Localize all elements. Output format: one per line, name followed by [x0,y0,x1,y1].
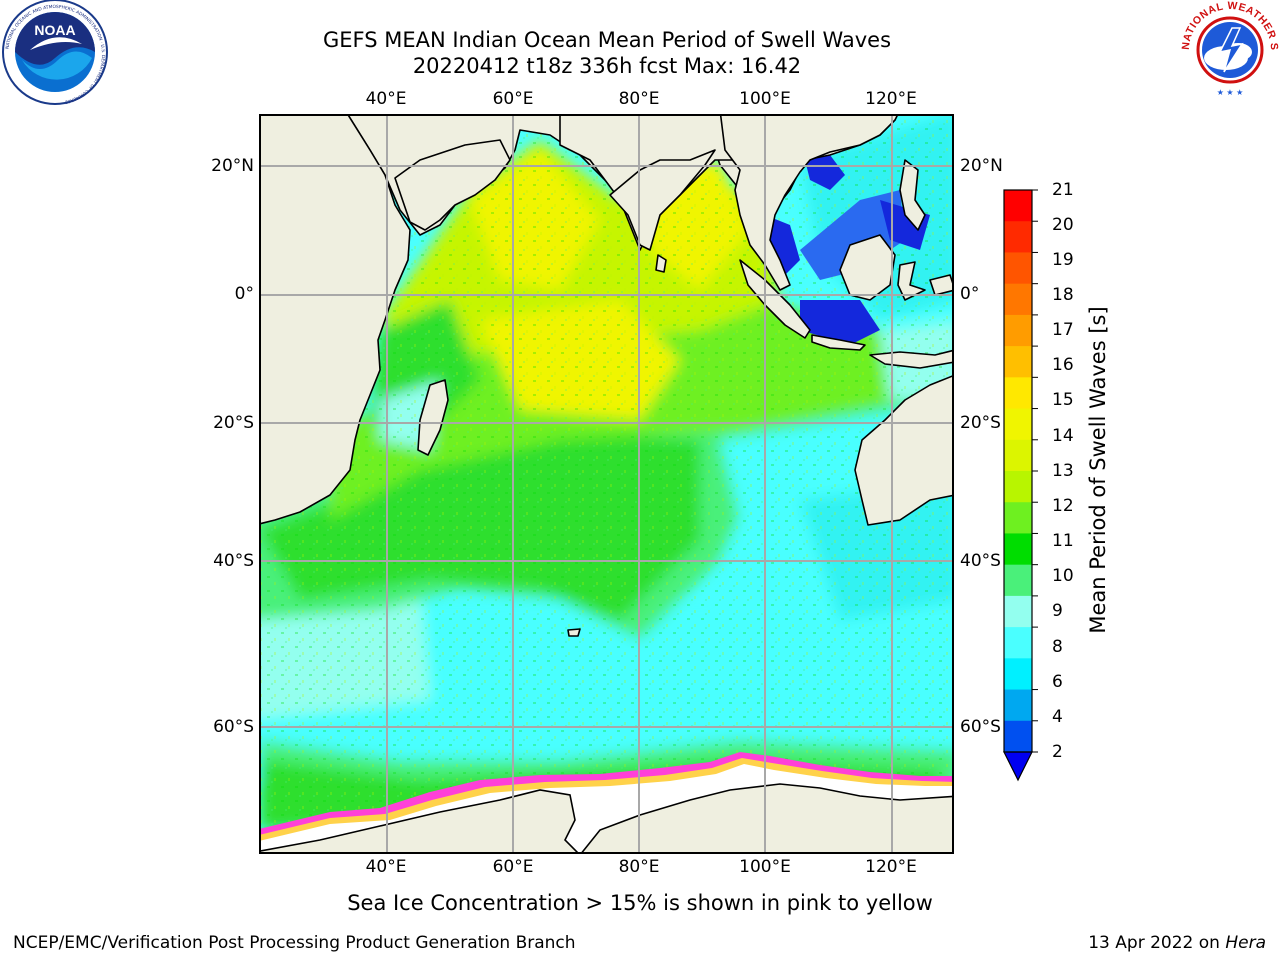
land-philippines [899,159,926,231]
lon-label-bottom-60e: 60°E [492,857,534,877]
colorbar-bin [1004,720,1032,753]
colorbar-tick-21: 21 [1052,180,1074,200]
lon-label-bottom-120e: 120°E [865,857,917,877]
date-text: 13 Apr 2022 on [1088,933,1220,953]
land-borneo [839,234,896,301]
lon-label-bottom-80e: 80°E [618,857,660,877]
colorbar-bin [1004,564,1032,597]
chart-title: GEFS MEAN Indian Ocean Mean Period of Sw… [322,28,892,52]
credit-line: NCEP/EMC/Verification Post Processing Pr… [13,933,576,953]
colorbar-tick-14: 14 [1052,426,1074,446]
land-australia [854,374,953,526]
lat-label-left-40s: 40°S [213,551,254,571]
chart-subtitle: 20220412 t18z 336h fcst Max: 16.42 [412,54,802,78]
colorbar-tick-4: 4 [1052,707,1063,727]
colorbar-tick-12: 12 [1052,496,1074,516]
colorbar-bin [1004,689,1032,722]
colorbar-tick-6: 6 [1052,672,1063,692]
land-kerguelen [567,628,581,637]
lat-label-right-40s: 40°S [960,551,1001,571]
colorbar-bin [1004,283,1032,316]
lon-label-bottom-40e: 40°E [365,857,407,877]
land-sulawesi [897,261,926,301]
land-sumatra [739,259,811,339]
gulf-tonkin-blue [805,155,845,190]
lon-label-top-120e: 120°E [865,89,917,109]
lat-label-right-0: 0° [960,284,980,304]
lat-label-left-20n: 20°N [211,156,254,176]
lon-label-top-100e: 100°E [739,89,791,109]
colorbar-tick-15: 15 [1052,390,1074,410]
colorbar-tick-8: 8 [1052,637,1063,657]
colorbar-bin [1004,471,1032,503]
map-field [260,115,953,853]
lat-label-left-20s: 20°S [213,413,254,433]
colorbar-tick-16: 16 [1052,355,1074,375]
noaa-logo-text: NOAA [34,22,75,38]
colorbar-tick-19: 19 [1052,250,1074,270]
date-stamp: 13 Apr 2022 on Hera [1088,932,1266,954]
colorbar-tick-11: 11 [1052,531,1074,551]
colorbar-bin [1004,190,1032,222]
lon-label-bottom-100e: 100°E [739,857,791,877]
colorbar-bin [1004,408,1032,441]
colorbar-bin [1004,533,1032,566]
noaa-logo: NOAA NATIONAL OCEANIC AND ATMOSPHERIC AD… [2,0,108,105]
land-madagascar [417,379,449,456]
colorbar-extend-arrow [1003,751,1033,782]
java-sea-blue [800,300,880,345]
land-lesser-sunda [869,349,953,369]
colorbar-bin [1004,221,1032,253]
land-sri-lanka [655,254,667,273]
colorbar-tick-13: 13 [1052,461,1074,481]
lat-label-right-60s: 60°S [960,717,1001,737]
lat-label-right-20n: 20°N [960,156,1003,176]
colorbar-bin [1004,658,1032,691]
colorbar-bin [1004,252,1032,285]
lat-label-left-0: 0° [234,284,254,304]
colorbar-tick-2: 2 [1052,742,1063,762]
machine-name: Hera [1225,933,1266,953]
colorbar-bin [1004,502,1032,534]
land-java [811,334,866,351]
lon-label-top-80e: 80°E [618,89,660,109]
land-moluccas [929,274,953,296]
graticule [260,115,953,853]
colorbar-bin [1004,595,1032,628]
lon-label-top-60e: 60°E [492,89,534,109]
colorbar-label: Mean Period of Swell Waves [s] [1086,306,1110,634]
land-arabia [394,139,511,231]
colorbar-tick-18: 18 [1052,285,1074,305]
map-frame [259,114,954,854]
sea-ice-footnote: Sea Ice Concentration > 15% is shown in … [347,891,933,915]
colorbar-tick-17: 17 [1052,320,1074,340]
nws-logo: NATIONAL WEATHER SERVICE ★ ★ ★ [1180,0,1280,98]
colorbar-bin [1004,377,1032,410]
colorbar-tick-9: 9 [1052,601,1063,621]
colorbar-bin [1004,627,1032,659]
colorbar-bin [1004,314,1032,347]
colorbar-bin [1004,346,1032,378]
colorbar-tick-10: 10 [1052,566,1074,586]
land-antarctica [260,783,953,853]
colorbar-tick-20: 20 [1052,215,1074,235]
svg-text:★ ★ ★: ★ ★ ★ [1217,88,1244,97]
lat-label-right-20s: 20°S [960,413,1001,433]
lat-label-left-60s: 60°S [213,717,254,737]
colorbar-bin [1004,439,1032,472]
lon-label-top-40e: 40°E [365,89,407,109]
land-layer [260,115,953,637]
